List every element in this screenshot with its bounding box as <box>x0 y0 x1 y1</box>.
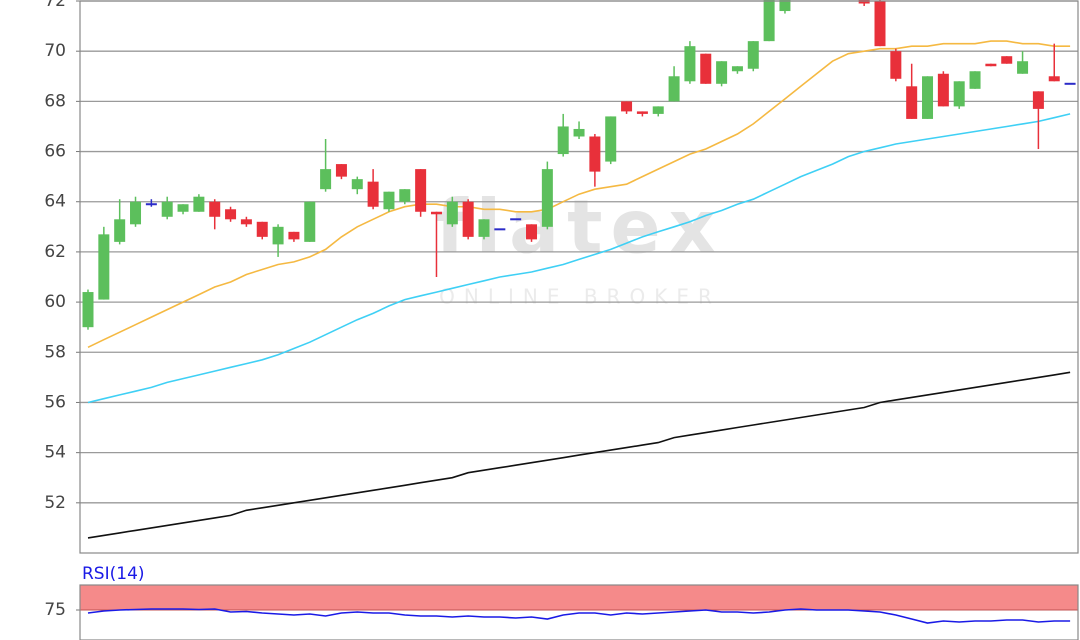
candle-body <box>652 106 664 114</box>
watermark-subtitle: ONLINE BROKER <box>439 285 721 309</box>
candle-body <box>858 0 870 4</box>
candle-body <box>304 201 316 242</box>
y-tick-label: 68 <box>44 91 66 111</box>
y-tick-label: 60 <box>44 292 66 312</box>
candle-body <box>1001 56 1013 64</box>
overbought-band <box>80 585 1078 611</box>
candle-body <box>161 201 173 217</box>
candle-body <box>906 86 918 119</box>
candle-body <box>367 181 379 207</box>
candle-body <box>130 201 142 225</box>
candle-body <box>700 53 712 84</box>
candle-body <box>225 209 237 220</box>
candle-body <box>114 219 126 242</box>
candle-body <box>399 189 411 202</box>
candle-body <box>256 221 268 237</box>
candle-body <box>953 81 965 107</box>
candle-body <box>621 101 633 112</box>
candle-body <box>430 211 442 215</box>
candle-body <box>874 1 886 47</box>
candle-body <box>494 228 506 231</box>
candle-body <box>1048 76 1060 82</box>
candle-body <box>526 224 538 240</box>
candle-body <box>1032 91 1044 109</box>
candle-body <box>969 71 981 89</box>
candle-body <box>240 219 252 225</box>
candle-body <box>446 201 458 225</box>
candle-body <box>193 196 205 212</box>
y-tick-label: 66 <box>44 142 66 162</box>
candle-body <box>82 292 94 328</box>
y-tick-label: 52 <box>44 493 66 513</box>
y-tick-label: 75 <box>44 600 66 620</box>
plot-border <box>79 0 1079 554</box>
plot-area <box>80 585 1078 624</box>
y-tick-label: 72 <box>44 0 66 11</box>
candle-body <box>779 0 791 12</box>
candle-body <box>510 218 522 221</box>
candle-body <box>98 234 110 300</box>
candle-body <box>922 76 934 119</box>
plot-border <box>79 584 1079 640</box>
candle-body <box>668 76 680 102</box>
candle-body <box>462 201 474 237</box>
candle-body <box>605 116 617 162</box>
candle-body <box>684 46 696 82</box>
indicator-line <box>87 40 1071 349</box>
candle-body <box>763 0 775 42</box>
candle-body <box>636 111 648 114</box>
y-tick-label: 70 <box>44 41 66 61</box>
candle-body <box>890 51 902 79</box>
indicator-line <box>87 371 1071 539</box>
y-tick-label: 62 <box>44 242 66 262</box>
candle-body <box>288 231 300 240</box>
candle-body <box>209 201 221 217</box>
candle-body <box>145 203 157 206</box>
indicator-line <box>87 608 1071 624</box>
candle-body <box>1064 82 1076 85</box>
y-tick-label: 64 <box>44 192 66 212</box>
candle-body <box>320 169 332 190</box>
y-tick-label: 56 <box>44 392 66 412</box>
candle-body <box>383 191 395 210</box>
candle-body <box>335 164 347 177</box>
candle-body <box>541 169 553 227</box>
candle-body <box>415 169 427 212</box>
candle-body <box>272 226 284 245</box>
candle-body <box>177 204 189 212</box>
candle-body <box>573 128 585 137</box>
y-tick-label: 54 <box>44 443 66 463</box>
indicator-line <box>87 113 1071 404</box>
y-tick-label: 58 <box>44 342 66 362</box>
candle-body <box>557 126 569 155</box>
candle-body <box>731 66 743 72</box>
candle-body <box>937 73 949 107</box>
candle-body <box>747 41 759 69</box>
candle-body <box>589 136 601 172</box>
rsi-title: RSI(14) <box>82 564 145 584</box>
candle-body <box>1017 61 1029 74</box>
candle-body <box>478 219 490 237</box>
candle-body <box>985 63 997 67</box>
candle-body <box>351 179 363 190</box>
candle-body <box>716 61 728 84</box>
